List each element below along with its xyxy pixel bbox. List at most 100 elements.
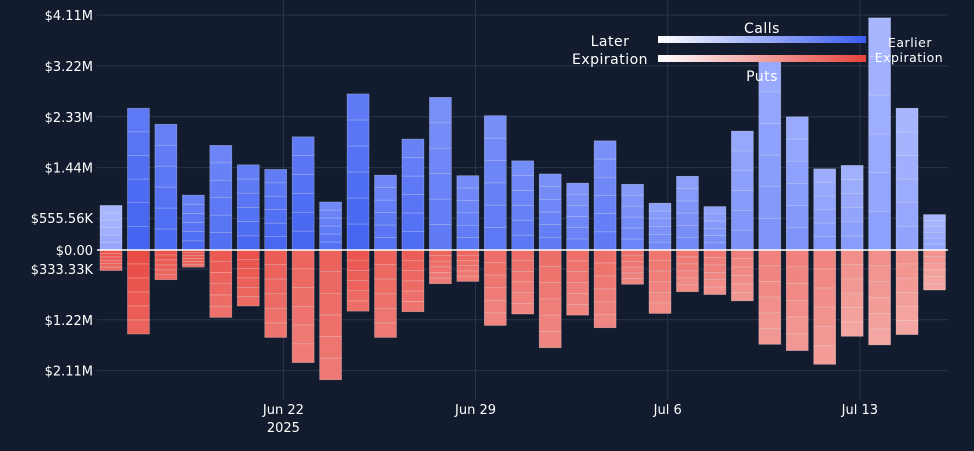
call-bar-segment [703, 220, 727, 229]
put-bar-segment [593, 262, 617, 277]
put-bar-segment [264, 249, 288, 265]
call-bar-segment [319, 201, 342, 211]
call-bar-segment [648, 202, 672, 212]
call-bar-segment [154, 228, 178, 251]
call-bar-segment [731, 170, 754, 191]
put-bar-segment [923, 276, 946, 284]
put-bar-segment [895, 306, 919, 321]
put-bar-segment [182, 263, 205, 268]
call-bar-segment [264, 182, 288, 197]
call-bar-segment [703, 235, 727, 244]
call-bar-segment [868, 172, 891, 212]
call-bar-segment [895, 131, 919, 156]
call-bar-segment [895, 178, 919, 204]
call-bar-segment [483, 115, 507, 139]
call-bar-segment [319, 217, 342, 227]
put-bar-segment [511, 260, 535, 272]
put-bar-segment [785, 316, 809, 335]
call-bar-segment [895, 155, 919, 180]
call-bar-segment [127, 131, 150, 156]
put-bar-segment [895, 249, 919, 265]
put-bar-segment [127, 249, 150, 265]
put-bar-segment [868, 328, 891, 346]
put-bar-segment [676, 263, 699, 272]
call-bar-segment [813, 222, 837, 237]
put-bar-segment [346, 249, 370, 261]
put-bar-segment [731, 275, 754, 285]
put-bar-segment [731, 266, 754, 276]
put-bar-segment [621, 261, 644, 268]
call-bar-segment [401, 212, 425, 232]
call-bar-segment [401, 175, 425, 195]
call-bar-segment [264, 195, 288, 210]
put-bar-segment [264, 278, 288, 295]
call-bar-segment [291, 230, 315, 251]
axes: $4.11M $3.22M $2.33M $1.44M $555.56K $0.00 $33… [31, 9, 948, 436]
put-bar-segment [291, 287, 315, 307]
call-bar-segment [731, 190, 754, 211]
put-bar-segment [840, 278, 864, 294]
call-bar-segment [236, 178, 260, 194]
put-bar-segment [291, 343, 315, 363]
call-bar-segment [621, 205, 644, 218]
put-bar-segment [319, 336, 342, 359]
call-bar-segment [346, 145, 370, 173]
call-bar-segment [621, 183, 644, 196]
put-bar-segment [538, 331, 562, 349]
put-bar-segment [511, 292, 535, 304]
call-bar-segment [703, 227, 727, 236]
put-bar-segment [483, 249, 507, 263]
put-bar-segment [154, 274, 178, 281]
call-bar-segment [456, 212, 480, 226]
put-bar-segment [868, 297, 891, 314]
call-bar-segment [676, 188, 699, 202]
put-bar-segment [813, 325, 837, 346]
put-bar-segment [538, 265, 562, 283]
call-bar-segment [593, 213, 617, 233]
put-bar-segment [758, 312, 782, 329]
call-bar-segment [374, 212, 397, 226]
put-bar-segment [154, 249, 178, 256]
y-tick-label: $1.22M [45, 314, 93, 329]
call-bar-segment [154, 123, 178, 146]
call-bar-segment [182, 194, 205, 205]
call-bar-segment [483, 204, 507, 228]
put-bar-segment [346, 290, 370, 302]
y-tick-label: $555.56K [31, 212, 94, 227]
put-bar-segment [182, 252, 205, 257]
call-bar-segment [703, 206, 727, 215]
call-bar-segment [264, 169, 288, 184]
y-tick-label: $1.44M [45, 162, 93, 177]
call-bar-segment [648, 218, 672, 227]
call-bar-segment [813, 182, 837, 197]
call-bar-segment [566, 216, 589, 229]
put-bar-segment [483, 274, 507, 289]
call-bar-segment [456, 224, 480, 238]
call-bar-segment [785, 138, 809, 162]
call-bar-segment [429, 147, 452, 174]
put-bar-segment [895, 320, 919, 335]
call-bar-segment [785, 160, 809, 184]
call-bar-segment [538, 173, 562, 187]
call-bar-segment [127, 107, 150, 133]
put-bar-segment [813, 306, 837, 327]
put-bar-segment [593, 288, 617, 303]
call-bar-segment [538, 199, 562, 213]
call-bar-segment [676, 237, 699, 251]
put-bar-segment [236, 277, 260, 288]
call-bar-segment [840, 193, 864, 208]
call-bar-segment [731, 150, 754, 172]
put-bar-segment [785, 300, 809, 318]
put-bar-segment [621, 278, 644, 285]
call-bar-segment [511, 234, 535, 251]
call-bar-segment [401, 231, 425, 251]
put-bar-segment [511, 271, 535, 283]
put-bar-segment [648, 270, 672, 283]
call-bar-segment [99, 212, 123, 221]
call-bar-segment [785, 205, 809, 229]
put-bar-segment [758, 249, 782, 267]
put-bar-segment [264, 308, 288, 324]
call-bar-segment [621, 216, 644, 229]
put-bar-segment [703, 286, 727, 295]
call-bar-segment [566, 193, 589, 206]
